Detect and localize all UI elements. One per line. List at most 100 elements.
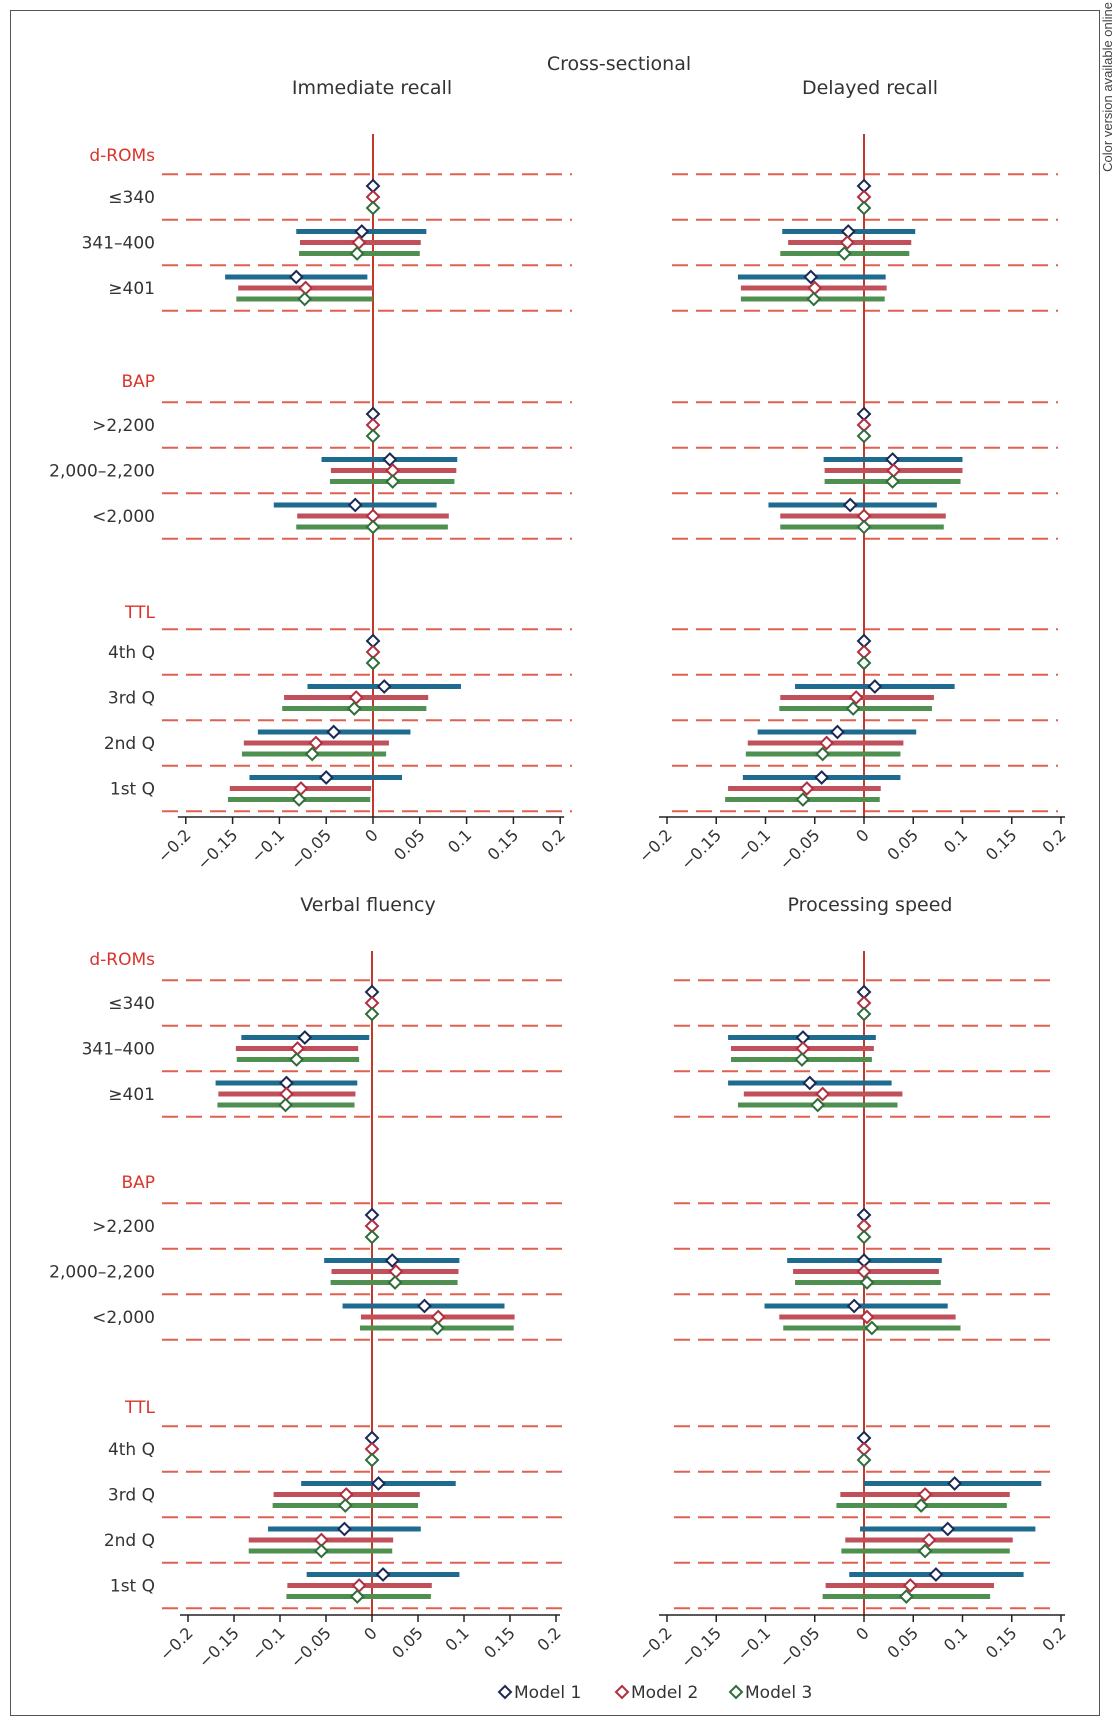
row-label: 3rd Q (108, 1486, 155, 1506)
row-label: 2,000–2,200 (49, 1263, 155, 1283)
point-marker-model-2 (795, 1041, 811, 1056)
x-tick-label: 0.05 (883, 1623, 922, 1662)
x-tick-label: 0.15 (982, 825, 1021, 864)
row-label: 4th Q (108, 1440, 155, 1460)
point-marker-model-2 (799, 781, 815, 796)
x-tick-label: −0.2 (635, 1623, 676, 1664)
row-label: 1st Q (110, 1577, 155, 1597)
row-label: 2,000–2,200 (49, 462, 155, 482)
point-marker-model-1 (336, 1521, 352, 1537)
row-label: 2nd Q (104, 734, 155, 754)
point-marker-model-3 (364, 1452, 380, 1468)
point-marker-model-3 (856, 655, 872, 671)
point-marker-model-1 (940, 1521, 956, 1537)
legend-marker (497, 1684, 513, 1700)
x-tick-label: −0.2 (154, 825, 195, 866)
point-marker-model-1 (840, 224, 856, 239)
point-marker-model-2 (351, 235, 367, 250)
point-marker-model-1 (829, 724, 845, 740)
point-marker-model-3 (856, 1229, 872, 1245)
panel-immediate-recall: Immediate recall d-ROMs ≤340 341–400 ≥401 BAP… (49, 77, 572, 873)
point-marker-model-3 (289, 1052, 304, 1067)
x-tick-label: −0.05 (287, 1623, 335, 1671)
row-label: 1st Q (110, 780, 155, 800)
x-axis: −0.2−0.15−0.1−0.05 0 0.05 0.1 0.15 0.2 (154, 816, 569, 873)
point-marker-model-3 (885, 474, 900, 489)
point-marker-model-2 (917, 1487, 933, 1502)
x-tick-label: −0.1 (733, 825, 774, 866)
x-tick-label: −0.1 (733, 1623, 774, 1664)
point-marker-model-2 (819, 735, 834, 751)
legend-marker (614, 1684, 630, 1700)
point-marker-model-1 (928, 1567, 944, 1582)
point-marker-model-2 (348, 690, 364, 705)
row-label: 341–400 (82, 1040, 155, 1060)
x-tick-label: 0.1 (940, 1623, 971, 1654)
row-label: >2,200 (92, 416, 155, 436)
point-marker-model-1 (288, 269, 304, 285)
row-label: <2,000 (92, 1308, 155, 1328)
point-marker-model-3 (278, 1097, 293, 1113)
point-marker-model-2 (856, 1264, 872, 1279)
x-tick-label: 0.2 (533, 1623, 564, 1654)
point-marker-model-1 (846, 1298, 862, 1314)
point-marker-model-2 (338, 1487, 354, 1502)
row-label: ≥401 (108, 279, 155, 299)
panel-delayed-recall: Delayed recall −0.2 −0.15 −0.1 −0.05 0 0.05 0.1… (635, 77, 1070, 873)
point-marker-model-3 (795, 792, 811, 807)
point-marker-model-3 (815, 746, 831, 762)
x-tick-label: −0.1 (247, 825, 288, 866)
estimates (725, 178, 963, 807)
legend-item-model3: Model 3 (728, 1683, 812, 1703)
row-separators (162, 173, 572, 813)
estimates (225, 178, 461, 807)
group-label-bap: BAP (121, 372, 155, 392)
legend-item-model1: Model 1 (497, 1683, 581, 1703)
point-marker-model-3 (845, 701, 861, 716)
row-label: ≥401 (108, 1085, 155, 1105)
point-marker-model-1 (947, 1476, 963, 1491)
x-tick-label: −0.15 (195, 1623, 243, 1671)
point-marker-model-3 (859, 1275, 875, 1290)
x-tick-label: −0.05 (775, 1623, 823, 1671)
x-tick-label: −0.05 (775, 825, 823, 873)
x-tick-label: −0.15 (677, 1623, 725, 1671)
group-label-ttl: TTL (124, 603, 155, 623)
point-marker-model-1 (885, 452, 900, 467)
x-tick-label: −0.05 (287, 825, 335, 873)
point-marker-model-3 (810, 1097, 826, 1113)
row-separators (674, 979, 1056, 1610)
row-label: ≤340 (108, 188, 155, 208)
panel-title: Immediate recall (292, 77, 452, 99)
x-tick-label: 0.05 (883, 825, 922, 864)
point-marker-model-3 (304, 746, 320, 762)
x-tick-label: 0.15 (982, 1623, 1021, 1662)
x-axis: −0.2−0.15−0.1−0.05 0 0.05 0.1 0.15 0.2 (156, 1614, 565, 1671)
point-marker-model-3 (313, 1543, 329, 1559)
figure-frame (10, 10, 1100, 1716)
point-marker-model-1 (384, 1253, 400, 1268)
panels: Immediate recall d-ROMs ≤340 341–400 ≥401 BAP… (49, 77, 1070, 1671)
row-label: 4th Q (108, 643, 155, 663)
x-tick-label: 0.1 (444, 825, 475, 856)
point-marker-model-3 (917, 1543, 933, 1559)
point-marker-model-3 (794, 1052, 810, 1067)
group-label-ttl: TTL (124, 1398, 155, 1418)
row-label: 2nd Q (104, 1531, 155, 1551)
x-tick-label: 0.15 (480, 1623, 519, 1662)
row-label: ≤340 (108, 994, 155, 1014)
point-marker-model-1 (842, 497, 858, 513)
point-marker-model-1 (803, 269, 819, 285)
x-tick-label: 0.2 (1038, 1623, 1069, 1654)
x-tick-label: −0.2 (156, 1623, 197, 1664)
x-tick-label: 0 (360, 1623, 381, 1644)
panel-title: Verbal fluency (300, 894, 435, 916)
point-marker-model-1 (326, 724, 342, 740)
point-marker-model-3 (856, 200, 872, 216)
point-marker-model-3 (387, 1275, 403, 1290)
point-marker-model-2 (839, 235, 855, 250)
point-marker-model-3 (864, 1320, 880, 1336)
row-label: 3rd Q (108, 689, 155, 709)
panel-verbal-fluency: Verbal fluency d-ROMs ≤340 341–400 ≥401 BAP >2… (49, 894, 565, 1671)
legend-marker (728, 1684, 744, 1700)
